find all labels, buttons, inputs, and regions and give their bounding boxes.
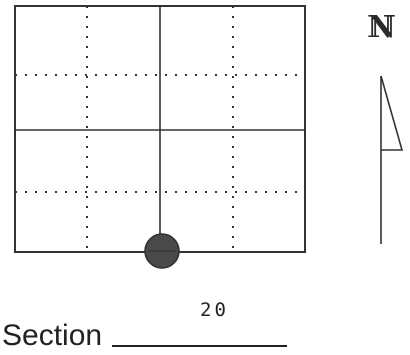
north-letter-shadow: N xyxy=(369,10,397,45)
section-blank-line xyxy=(112,345,288,347)
section-number: 20 xyxy=(200,299,229,321)
section-grid xyxy=(14,5,306,253)
section-label: Section xyxy=(2,319,103,352)
section-caption: Section xyxy=(2,318,288,354)
north-letter: N N xyxy=(360,8,400,48)
filled-circle-marker-icon xyxy=(144,233,180,269)
north-letter-text: N xyxy=(366,10,394,45)
north-arrow-icon xyxy=(380,75,404,244)
